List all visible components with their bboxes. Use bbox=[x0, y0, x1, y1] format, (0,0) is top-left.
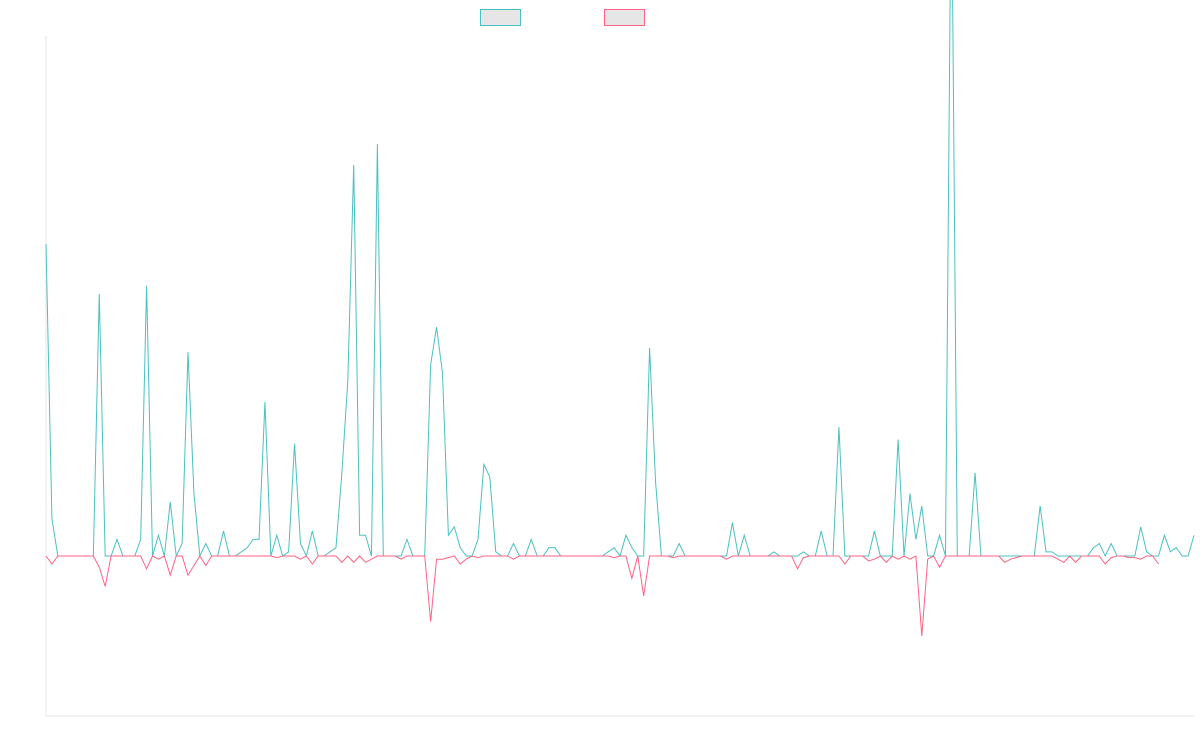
axes bbox=[45, 36, 1194, 717]
legend bbox=[480, 9, 645, 26]
series-line-2 bbox=[45, 555, 1159, 637]
series-layer bbox=[45, 0, 1195, 637]
legend-swatch-1[interactable] bbox=[480, 9, 521, 26]
series-line-1 bbox=[45, 0, 1195, 558]
legend-swatch-2[interactable] bbox=[604, 9, 645, 26]
